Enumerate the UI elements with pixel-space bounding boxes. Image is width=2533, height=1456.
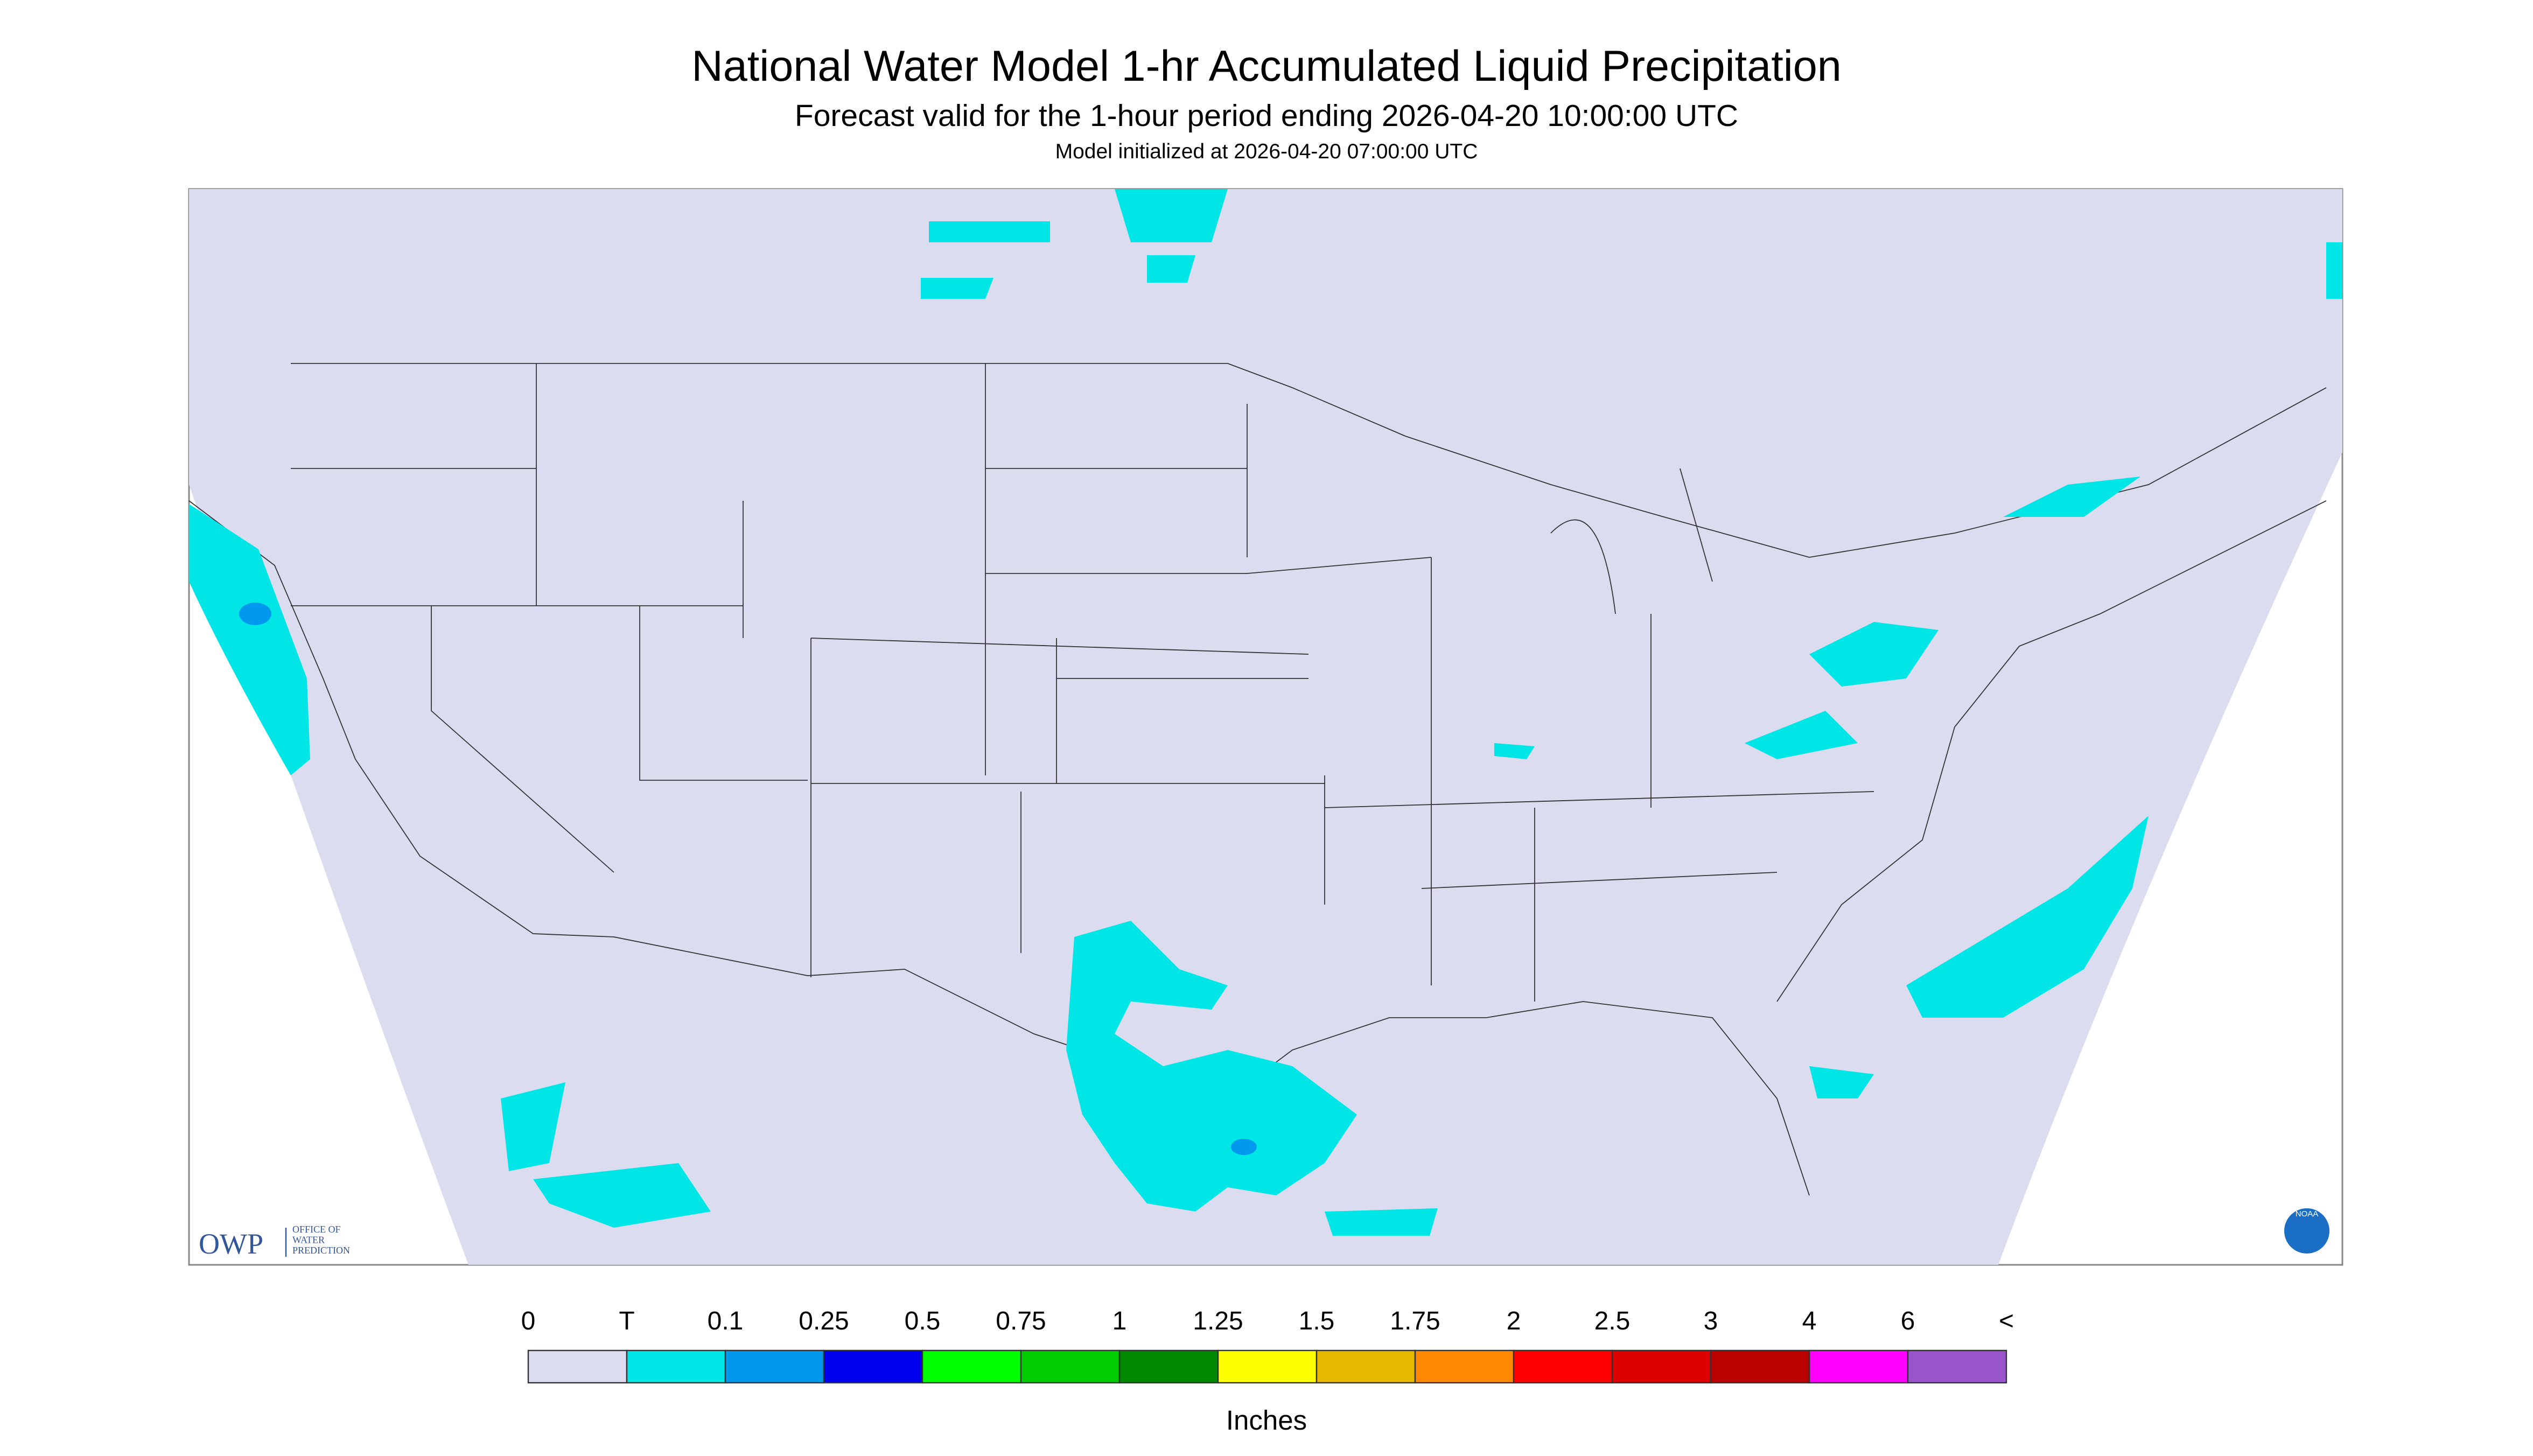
legend-label: 1.5 <box>1299 1307 1335 1335</box>
legend-unit: Inches <box>1226 1405 1307 1436</box>
legend-swatch <box>1710 1349 1810 1384</box>
coast-border <box>188 500 1810 1196</box>
legend-label: 1.75 <box>1390 1307 1440 1335</box>
rain-area <box>189 504 310 776</box>
legend-label: 2.5 <box>1594 1307 1631 1335</box>
legend-label: < <box>1999 1307 2014 1335</box>
legend-swatch <box>921 1349 1022 1384</box>
legend-swatch <box>823 1349 923 1384</box>
state-lines <box>291 363 1874 1002</box>
logo-line: PREDICTION <box>292 1245 350 1256</box>
legend-label: 1.25 <box>1193 1307 1243 1335</box>
coast <box>1776 500 2327 1002</box>
legend-label: T <box>619 1307 634 1335</box>
legend-swatch <box>1513 1349 1613 1384</box>
legend-label: 0.5 <box>905 1307 941 1335</box>
model-domain <box>189 189 2342 1265</box>
legend-swatch <box>1118 1349 1219 1384</box>
logo-line: WATER <box>292 1235 325 1245</box>
legend-label: 0.75 <box>996 1307 1046 1335</box>
legend-label: 4 <box>1802 1307 1817 1335</box>
great-lakes <box>1550 468 1713 614</box>
precipitation <box>189 189 2342 1236</box>
legend-swatch <box>1217 1349 1318 1384</box>
legend-label: 6 <box>1901 1307 1915 1335</box>
logo-line: OFFICE OF <box>292 1224 341 1235</box>
legend-swatch <box>1316 1349 1416 1384</box>
legend-swatch <box>1808 1349 1909 1384</box>
badge-text: NOAA <box>2296 1209 2319 1219</box>
badge <box>2281 1205 2333 1257</box>
legend: 0 T 0.1 0.25 0.5 0.75 1 1.25 1.5 1.75 2 2.5 3 4 6 < <box>521 1307 2014 1384</box>
legend-swatch <box>724 1349 825 1384</box>
rain-area <box>1906 816 2149 1018</box>
title: National Water Model 1-hr Accumulated Li… <box>691 42 1842 90</box>
rain-area <box>1494 477 2140 760</box>
logo-acronym: OWP <box>199 1228 263 1260</box>
legend-swatch <box>1020 1349 1121 1384</box>
rain-heavy <box>1231 1139 1257 1156</box>
legend-label: 0 <box>521 1307 536 1335</box>
legend-swatch <box>1907 1349 2007 1384</box>
legend-swatch <box>527 1349 628 1384</box>
rain-area <box>1066 921 1357 1212</box>
subtitle: Forecast valid for the 1-hour period end… <box>795 99 1738 133</box>
rain-area <box>921 189 1228 299</box>
legend-swatch <box>1414 1349 1515 1384</box>
legend-label: 3 <box>1704 1307 1718 1335</box>
legend-label: 2 <box>1507 1307 1521 1335</box>
legend-label: 0.25 <box>799 1307 849 1335</box>
legend-swatch <box>626 1349 726 1384</box>
legend-label: 1 <box>1112 1307 1127 1335</box>
rain-heavy <box>239 603 271 626</box>
init-note: Model initialized at 2026-04-20 07:00:00… <box>1055 140 1478 163</box>
legend-swatch <box>1611 1349 1712 1384</box>
legend-label: 0.1 <box>708 1307 744 1335</box>
